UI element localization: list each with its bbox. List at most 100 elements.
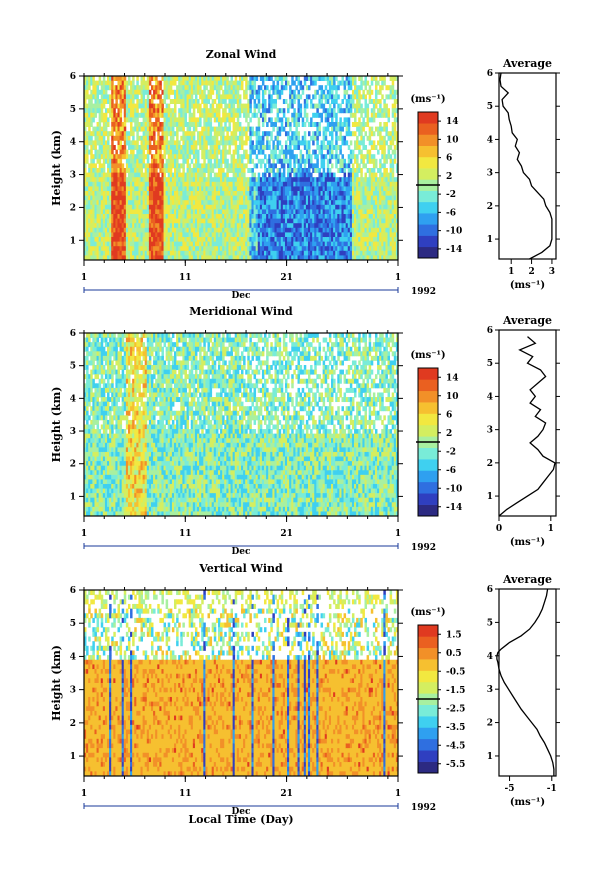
- heatmap-cell: [88, 122, 91, 127]
- heatmap-cell: [86, 204, 89, 210]
- heatmap-cell: [127, 117, 131, 123]
- heatmap-cell: [159, 255, 162, 261]
- heatmap-cell: [96, 131, 100, 137]
- heatmap-cell: [117, 177, 120, 183]
- heatmap-cell: [130, 181, 133, 187]
- heatmap-cell: [136, 108, 139, 114]
- heatmap-cell: [370, 89, 374, 95]
- heatmap-cell: [98, 149, 102, 155]
- heatmap-cell: [115, 237, 118, 242]
- heatmap-cell: [144, 246, 148, 252]
- heatmap-cell: [123, 76, 127, 81]
- heatmap-cell: [115, 149, 118, 155]
- heatmap-cell: [90, 246, 93, 252]
- heatmap-cell: [297, 89, 301, 95]
- heatmap-cell: [115, 186, 118, 192]
- heatmap-cell: [102, 168, 106, 173]
- heatmap-cell: [127, 186, 131, 192]
- heatmap-cell: [146, 255, 150, 261]
- heatmap-cell: [148, 122, 152, 127]
- heatmap-cell: [115, 250, 118, 256]
- heatmap-cell: [142, 246, 146, 252]
- heatmap-cell: [90, 89, 93, 95]
- heatmap-cell: [90, 223, 93, 229]
- heatmap-cell: [84, 172, 87, 178]
- heatmap-cell: [107, 122, 110, 127]
- heatmap-cell: [136, 112, 139, 118]
- heatmap-cell: [224, 108, 227, 114]
- heatmap-cell: [119, 89, 123, 95]
- heatmap-cell: [209, 94, 213, 100]
- heatmap-cell: [115, 126, 118, 132]
- heatmap-cell: [96, 103, 100, 109]
- heatmap-cell: [123, 168, 127, 173]
- heatmap-cell: [123, 177, 127, 183]
- heatmap-cell: [257, 108, 261, 114]
- heatmap-cell: [94, 85, 97, 91]
- heatmap-cell: [245, 149, 248, 155]
- heatmap-cell: [100, 214, 104, 219]
- heatmap-cell: [148, 149, 152, 155]
- heatmap-cell: [90, 214, 93, 219]
- heatmap-cell: [130, 177, 133, 183]
- heatmap-cell: [163, 214, 167, 219]
- heatmap-cell: [328, 168, 332, 173]
- heatmap-cell: [96, 94, 100, 100]
- heatmap-cell: [136, 218, 139, 224]
- heatmap-cell: [150, 158, 154, 164]
- heatmap-cell: [84, 191, 87, 196]
- heatmap-cell: [245, 94, 248, 100]
- heatmap-cell: [94, 140, 97, 146]
- heatmap-cell: [134, 209, 137, 215]
- heatmap-cell: [86, 250, 89, 256]
- heatmap-cell: [104, 191, 108, 196]
- heatmap-cell: [111, 232, 114, 238]
- heatmap-cell: [293, 80, 296, 86]
- heatmap-cell: [307, 149, 311, 155]
- heatmap-cell: [150, 181, 154, 187]
- heatmap-cell: [98, 117, 102, 123]
- heatmap-cell: [111, 200, 114, 206]
- heatmap-cell: [192, 131, 196, 137]
- heatmap-cell: [84, 122, 87, 127]
- heatmap-cell: [140, 94, 144, 100]
- heatmap-cell: [96, 200, 100, 206]
- heatmap-cell: [90, 112, 93, 118]
- heatmap-cell: [127, 103, 131, 109]
- heatmap-cell: [138, 250, 141, 256]
- heatmap-cell: [94, 191, 97, 196]
- heatmap-cell: [226, 131, 229, 137]
- heatmap-cell: [109, 80, 112, 86]
- heatmap-cell: [86, 172, 89, 178]
- heatmap-cell: [385, 103, 388, 109]
- heatmap-cell: [96, 191, 100, 196]
- heatmap-cell: [159, 85, 162, 91]
- heatmap-cell: [167, 94, 171, 100]
- heatmap-cell: [366, 122, 370, 127]
- heatmap-cell: [96, 223, 100, 229]
- heatmap-cell: [109, 237, 112, 242]
- heatmap-cell: [217, 112, 221, 118]
- heatmap-cell: [121, 172, 125, 178]
- heatmap-cell: [153, 209, 156, 215]
- heatmap-cell: [92, 131, 95, 137]
- heatmap-cell: [113, 168, 116, 173]
- heatmap-cell: [362, 135, 365, 141]
- heatmap-cell: [123, 237, 127, 242]
- heatmap-cell: [130, 232, 133, 238]
- heatmap-cell: [157, 227, 160, 233]
- heatmap-cell: [125, 237, 129, 242]
- heatmap-cell: [148, 209, 152, 215]
- heatmap-cell: [337, 94, 340, 100]
- heatmap-cell: [125, 232, 129, 238]
- heatmap-cell: [86, 108, 89, 114]
- heatmap-cell: [86, 149, 89, 155]
- heatmap-cell: [144, 255, 148, 261]
- heatmap-cell: [230, 76, 234, 81]
- heatmap-cell: [125, 135, 129, 141]
- heatmap-cell: [207, 99, 210, 104]
- heatmap-cell: [238, 112, 242, 118]
- heatmap-cell: [161, 250, 164, 256]
- heatmap-cell: [245, 140, 248, 146]
- heatmap-cell: [119, 80, 123, 86]
